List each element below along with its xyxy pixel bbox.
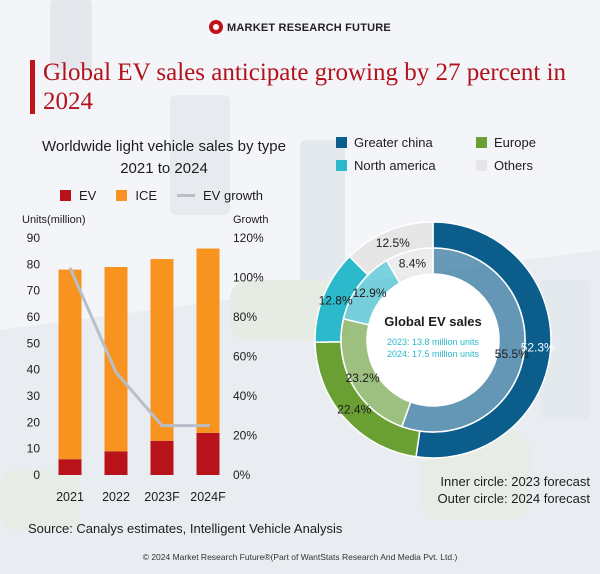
legend-label-europe: Europe: [494, 135, 536, 150]
legend-swatch-north-america: [336, 160, 347, 171]
legend-item-ev: EV: [60, 188, 96, 203]
legend-swatch-ev-growth: [177, 194, 196, 197]
legend-label-greater-china: Greater china: [354, 135, 433, 150]
legend-item-ev-growth: EV growth: [177, 188, 263, 203]
brand-logo-icon: [209, 20, 224, 34]
donut-legend: Greater china Europe North america Other…: [336, 135, 596, 173]
inner-circle-note: Inner circle: 2023 forecast: [440, 474, 590, 489]
legend-item-others: Others: [476, 158, 586, 173]
bar-chart-title: Worldwide light vehicle sales by type 20…: [14, 136, 314, 180]
page-title: Global EV sales anticipate growing by 27…: [43, 59, 567, 115]
legend-label-ev: EV: [79, 188, 97, 203]
legend-swatch-greater-china: [336, 137, 347, 148]
bar-chart-subtitle: 2021 to 2024: [120, 160, 208, 177]
legend-item-north-america: North america: [336, 158, 476, 173]
legend-swatch-ice: [116, 190, 128, 201]
legend-label-ev-growth: EV growth: [203, 188, 263, 203]
legend-item-greater-china: Greater china: [336, 135, 476, 150]
copyright: © 2024 Market Research Future®(Part of W…: [142, 552, 458, 562]
legend-label-north-america: North america: [354, 158, 436, 173]
title-accent-bar: [30, 60, 35, 114]
legend-swatch-ev: [60, 190, 71, 201]
brand-header: MARKET RESEARCH FUTURE: [0, 20, 600, 34]
outer-circle-note: Outer circle: 2024 forecast: [437, 491, 590, 506]
legend-swatch-europe: [476, 137, 487, 148]
bar-chart-title-text: Worldwide light vehicle sales by type: [41, 138, 286, 155]
bar-chart-legend: EV ICE EV growth: [60, 188, 263, 203]
brand-name: MARKET RESEARCH FUTURE: [227, 22, 391, 34]
legend-item-europe: Europe: [476, 135, 586, 150]
legend-item-ice: ICE: [116, 188, 157, 203]
legend-swatch-others: [476, 160, 487, 171]
legend-label-ice: ICE: [135, 188, 158, 203]
legend-label-others: Others: [494, 158, 534, 173]
source-note: Source: Canalys estimates, Intelligent V…: [28, 521, 343, 536]
